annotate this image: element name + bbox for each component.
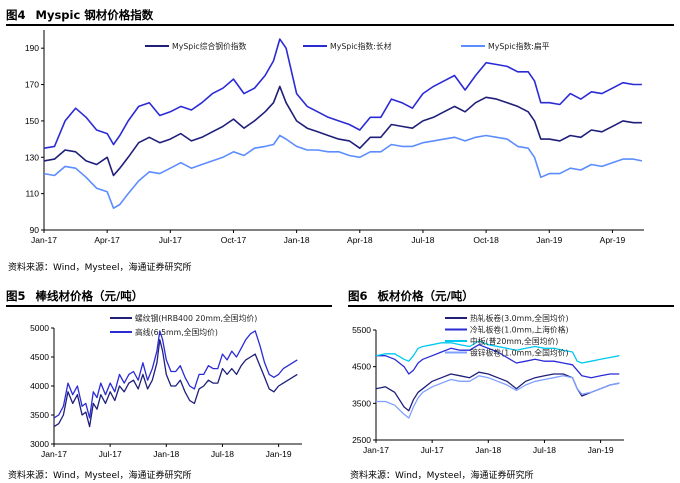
figure6-header: 图6 板材价格（元/吨） [348,288,484,304]
y-tick-label: 170 [25,80,39,90]
legend-label-2: 中板(普20mm,全国均价) [470,336,558,346]
y-tick-label: 110 [25,189,39,199]
x-tick-label: Jan-18 [284,235,310,245]
series-line-3 [376,375,620,419]
series-line-0 [43,85,642,177]
legend-label-2: MySpic指数:扁平 [488,41,550,51]
y-tick-label: 4500 [352,362,371,372]
legend-label-3: 镀锌板卷(1.0mm,全国均价) [470,348,569,358]
x-tick-label: Oct-18 [473,235,499,245]
figure5-chart: 3000 3500 4000 4500 5000 Jan-17 Jul-17 Jan-18 Ju… [30,313,302,459]
y-tick-label: 5500 [352,325,371,335]
y-tick-label: 3000 [30,439,49,449]
x-tick-label: Jul-18 [411,235,434,245]
x-tick-label: Jan-19 [588,445,614,455]
legend-label-0: MySpic综合钢价指数 [172,41,247,51]
y-tick-label: 130 [25,152,39,162]
figure6-chart: 2500 3500 4500 5500 Jan-17 Jul-17 Jan-18 Jul-18… [352,313,624,455]
x-tick-label: Apr-17 [94,235,120,245]
figure4-source: 资料来源：Wind，Mysteel，海通证券研究所 [8,263,192,273]
y-tick-label: 4000 [30,381,49,391]
x-tick-label: Jul-17 [421,445,444,455]
x-tick-label: Jul-18 [533,445,556,455]
series-line-2 [375,340,620,364]
y-tick-label: 3500 [30,410,49,420]
legend-label-0: 热轧板卷(3.0mm,全国均价) [470,313,569,323]
figure6-title: 板材价格（元/吨） [377,289,474,303]
series-line-1 [53,330,298,419]
figure4-number: 图4 [6,8,26,22]
series-line-1 [376,344,620,379]
series-line-0 [53,338,298,428]
legend-label-1: MySpic指数:长材 [330,41,392,51]
x-tick-label: Jul-17 [159,235,182,245]
figure5-header: 图5 棒线材价格（元/吨） [6,288,153,304]
figure4-rule [6,24,674,26]
y-tick-label: 90 [30,225,40,235]
x-tick-label: Apr-18 [347,235,373,245]
figure5-rule [6,305,332,307]
figure4-header: 图4 Myspic 钢材价格指数 [6,7,163,23]
legend-label-1: 冷轧板卷(1.0mm,上海价格) [470,325,569,335]
y-tick-label: 3500 [352,398,371,408]
figure6-rule [348,305,674,307]
x-tick-label: Jan-18 [475,445,501,455]
legend-label-1: 高线(6.5mm,全国均价) [135,327,218,337]
series-line-1 [43,38,642,149]
figure5-number: 图5 [6,289,26,303]
x-tick-label: Oct-17 [221,235,247,245]
x-tick-label: Jul-17 [99,449,122,459]
figure5-title: 棒线材价格（元/吨） [35,289,144,303]
x-tick-label: Jan-18 [153,449,179,459]
figure5-source: 资料来源：Wind，Mysteel，海通证券研究所 [8,471,192,481]
y-tick-label: 150 [25,116,39,126]
x-tick-label: Jul-18 [211,449,234,459]
figure4-title: Myspic 钢材价格指数 [35,8,154,22]
x-tick-label: Jan-19 [536,235,562,245]
x-tick-label: Jan-17 [31,235,57,245]
series-line-0 [375,371,620,412]
figure6-source: 资料来源：Wind，Mysteel，海通证券研究所 [350,471,534,481]
figure6-number: 图6 [348,289,368,303]
x-tick-label: Apr-19 [600,235,626,245]
x-tick-label: Jan-19 [266,449,292,459]
y-tick-label: 2500 [352,435,371,445]
x-tick-label: Jan-17 [363,445,389,455]
y-tick-label: 190 [25,43,39,53]
legend-label-0: 螺纹钢(HRB400 20mm,全国均价) [135,313,257,323]
x-tick-label: Jan-17 [41,449,67,459]
y-tick-label: 5000 [30,323,49,333]
series-line-2 [43,134,643,209]
y-tick-label: 4500 [30,352,49,362]
figure4-chart: 90 110 130 150 170 190 Jan-17 Apr-17 Jul-17 Oct-1… [25,30,644,245]
